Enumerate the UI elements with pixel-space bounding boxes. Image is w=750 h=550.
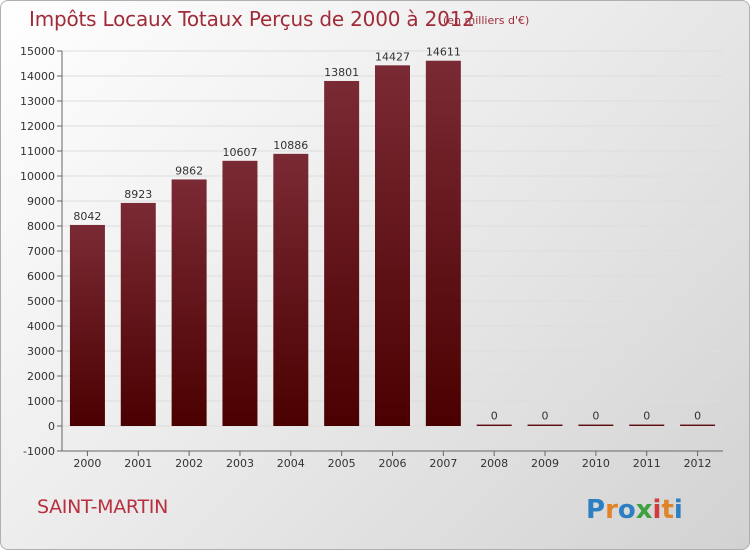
x-tick-label-2000: 2000 [73,457,101,470]
chart-title: Impôts Locaux Totaux Perçus de 2000 à 20… [29,7,475,31]
svg-text:Proxiti: Proxiti [586,495,683,525]
chart-unit-note: (en milliers d'€) [443,14,530,27]
data-label-2003: 10607 [222,146,257,159]
y-tick-label: 0 [48,420,55,433]
data-label-2007: 14611 [426,46,461,59]
commune-name: SAINT-MARTIN [37,496,168,518]
bar-2004 [273,153,309,426]
y-tick-label: 1000 [27,395,55,408]
data-label-2001: 8923 [124,188,152,201]
bar-2011 [629,424,665,426]
bar-2002 [171,179,207,426]
bar-2000 [69,224,105,426]
bar-2007 [425,60,461,426]
x-tick-label-2003: 2003 [226,457,254,470]
y-tick-label: 5000 [27,295,55,308]
y-tick-label: 2000 [27,370,55,383]
x-tick-label-2008: 2008 [480,457,508,470]
bar-2005 [324,80,360,426]
y-tick-label: 6000 [27,270,55,283]
proxiti-logo: Proxiti [586,495,683,525]
bar-2010 [578,424,614,426]
data-label-2008: 0 [491,410,498,423]
data-label-2011: 0 [643,410,650,423]
data-label-2000: 8042 [73,210,101,223]
bar-2006 [375,65,410,426]
y-tick-label: 12000 [20,120,55,133]
y-tick-label: 10000 [20,170,55,183]
y-tick-label: 11000 [20,145,55,158]
x-tick-label-2005: 2005 [328,457,356,470]
x-tick-label-2002: 2002 [175,457,203,470]
bar-2008 [476,424,512,426]
bar-2003 [222,160,258,426]
x-tick-label-2012: 2012 [684,457,712,470]
bar-2009 [527,424,563,426]
x-tick-label-2007: 2007 [429,457,457,470]
data-label-2004: 10886 [273,139,308,152]
y-tick-label: 14000 [20,70,55,83]
data-label-2005: 13801 [324,66,359,79]
data-label-2012: 0 [694,410,701,423]
y-tick-label: 13000 [20,95,55,108]
x-tick-label-2009: 2009 [531,457,559,470]
bar-2012 [680,424,716,426]
x-tick-label-2010: 2010 [582,457,610,470]
y-tick-label: 4000 [27,320,55,333]
x-tick-label-2001: 2001 [124,457,152,470]
x-tick-label-2006: 2006 [379,457,407,470]
y-tick-label: -1000 [23,445,55,458]
data-label-2002: 9862 [175,164,203,177]
y-tick-label: 8000 [27,220,55,233]
y-tick-label: 3000 [27,345,55,358]
data-label-2010: 0 [592,410,599,423]
y-tick-label: 9000 [27,195,55,208]
x-tick-label-2004: 2004 [277,457,305,470]
data-label-2009: 0 [542,410,549,423]
y-tick-label: 7000 [27,245,55,258]
x-tick-label-2011: 2011 [633,457,661,470]
y-tick-label: 15000 [20,45,55,58]
data-label-2006: 14427 [375,50,410,63]
bar-2001 [120,202,156,426]
